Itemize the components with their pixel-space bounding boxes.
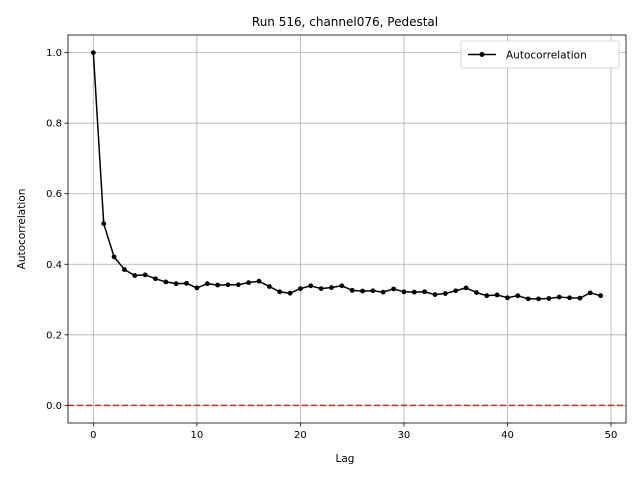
data-point (463, 285, 469, 291)
data-point (432, 292, 438, 298)
y-tick-label: 0.2 (46, 330, 62, 341)
data-point (453, 288, 459, 294)
data-point (90, 50, 96, 56)
data-point (484, 293, 490, 299)
data-point (132, 273, 138, 278)
series-autocorrelation (90, 50, 604, 302)
legend-box (460, 40, 620, 69)
legend-entry-autocorrelation: Autocorrelation (506, 50, 587, 62)
data-point (422, 289, 428, 295)
y-tick-label: 0.8 (46, 119, 62, 130)
data-point (101, 221, 107, 227)
data-point (204, 281, 210, 287)
data-point (370, 288, 376, 294)
data-point (401, 289, 407, 295)
data-point (391, 286, 396, 292)
x-tick-label: 10 (191, 430, 204, 441)
data-point (505, 295, 510, 301)
data-point (246, 280, 252, 286)
y-axis-ticks: 0.0 0.2 0.4 0.6 0.8 1.0 (46, 48, 68, 412)
x-axis-ticks: 0 10 20 30 40 50 (90, 423, 617, 441)
data-point (380, 289, 386, 295)
data-point (111, 254, 117, 260)
legend-marker-sample (479, 52, 485, 57)
chart-title: Run 516, channel076, Pedestal (252, 15, 438, 29)
data-point (474, 290, 479, 295)
x-tick-label: 30 (398, 430, 411, 441)
data-point (318, 286, 324, 292)
data-point (122, 267, 127, 272)
legend: Autocorrelation (460, 40, 620, 69)
data-point (194, 285, 200, 291)
data-point (163, 279, 169, 285)
x-tick-label: 20 (294, 430, 307, 441)
data-point (556, 294, 562, 300)
data-point (215, 282, 220, 288)
data-point (287, 290, 293, 296)
data-point (184, 280, 189, 286)
data-point (142, 272, 148, 278)
y-tick-label: 0.4 (46, 260, 62, 271)
data-point (308, 283, 314, 289)
data-point (577, 295, 583, 301)
data-point (225, 282, 231, 288)
data-point (494, 292, 500, 298)
y-axis-label: Autocorrelation (16, 189, 28, 270)
data-point (536, 296, 541, 302)
plot-frame (67, 34, 627, 424)
data-point (411, 289, 417, 295)
x-tick-label: 0 (90, 430, 96, 441)
data-point (567, 295, 572, 301)
x-axis-label: Lag (336, 453, 355, 465)
y-tick-label: 0.0 (46, 401, 62, 412)
x-tick-label: 40 (501, 430, 514, 441)
data-point (173, 281, 179, 287)
data-point (442, 291, 448, 296)
y-tick-label: 1.0 (46, 48, 62, 59)
data-point (546, 296, 552, 301)
data-point (298, 286, 303, 292)
data-point (329, 285, 334, 290)
grid-lines (68, 35, 626, 423)
data-point (360, 288, 365, 294)
data-point (256, 278, 262, 284)
data-point (349, 287, 355, 293)
data-point (515, 293, 521, 299)
data-point (277, 289, 283, 295)
series-line (92, 52, 601, 300)
data-point (235, 282, 241, 288)
data-point (598, 293, 604, 299)
data-point (525, 296, 531, 302)
y-tick-label: 0.6 (46, 189, 62, 200)
data-point (339, 283, 345, 289)
x-tick-label: 50 (605, 430, 618, 441)
data-point (266, 284, 272, 289)
data-point (153, 276, 158, 282)
data-point (587, 290, 593, 296)
